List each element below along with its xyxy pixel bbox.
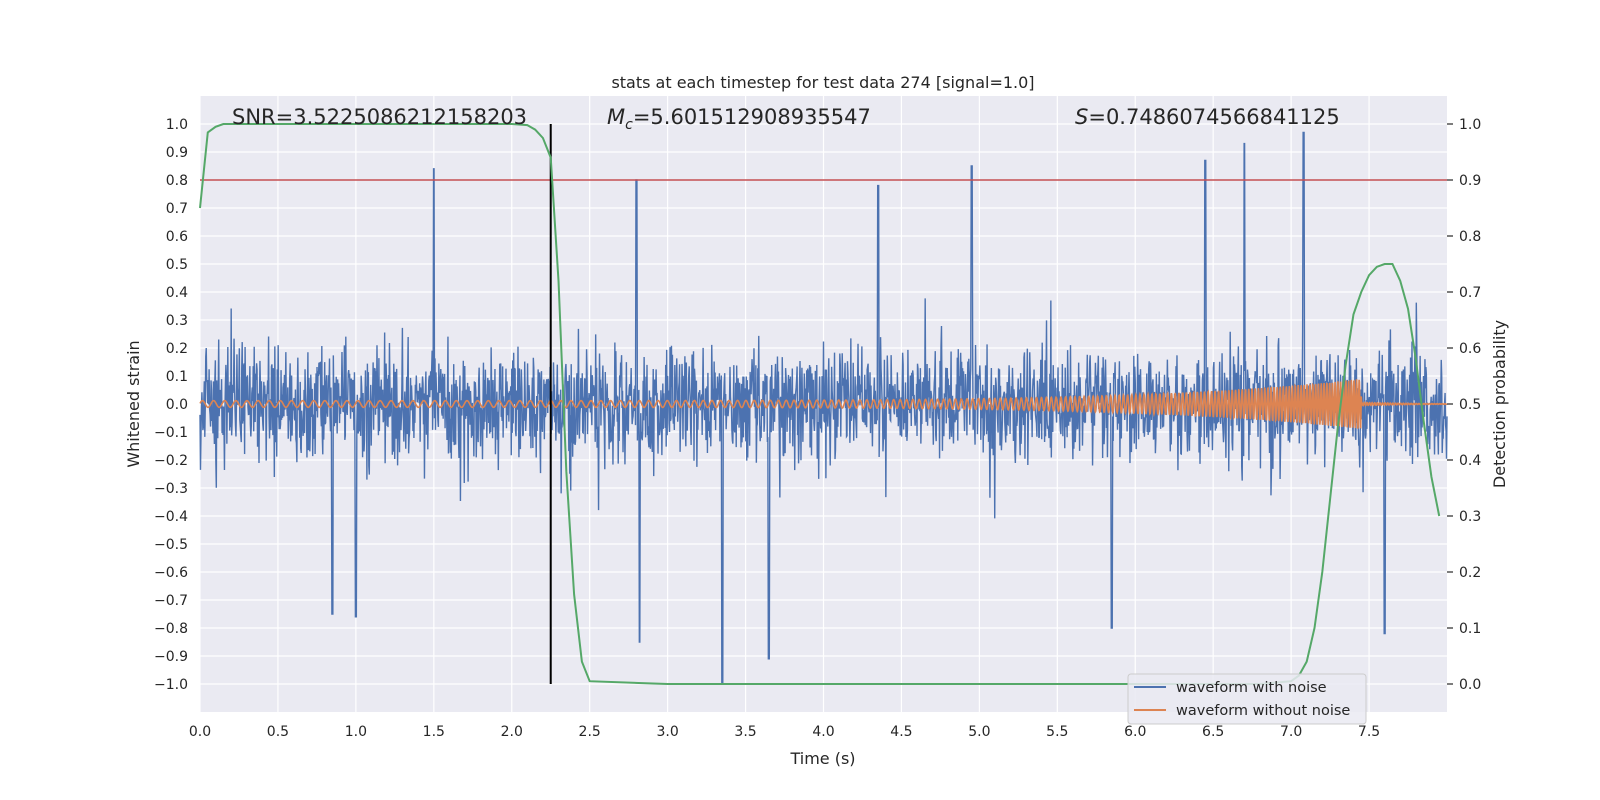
y-right-tick-label: 0.6 (1459, 341, 1481, 357)
y-left-tick-label: −0.5 (154, 537, 188, 553)
x-tick-label: 6.5 (1202, 724, 1224, 740)
y-left-tick-label: −1.0 (154, 677, 188, 693)
y-left-tick-label: 0.7 (166, 201, 188, 217)
x-tick-label: 2.5 (579, 724, 601, 740)
y-left-tick-label: 0.8 (166, 173, 188, 189)
y-left-tick-label: 0.6 (166, 229, 188, 245)
x-tick-label: 7.0 (1280, 724, 1302, 740)
y-right-tick-label: 0.8 (1459, 229, 1481, 245)
y-left-tick-label: −0.4 (154, 509, 188, 525)
x-tick-label: 2.0 (501, 724, 523, 740)
y-right-tick-label: 1.0 (1459, 117, 1481, 133)
y-left-tick-label: −0.1 (154, 425, 188, 441)
series-waveform-without-noise (199, 379, 1448, 429)
y-left-axis-label: Whitened strain (124, 340, 143, 467)
y-left-tick-label: 0.2 (166, 341, 188, 357)
y-left-tick-label: −0.6 (154, 565, 188, 581)
y-left-tick-labels: 1.0 0.9 0.8 0.7 0.6 0.5 0.4 0.3 0.2 0.1 0.0 −0.1 −0.… (154, 117, 188, 693)
x-tick-labels: 0.0 0.5 1.0 1.5 2.0 2.5 3.0 3.5 4.0 4.5 5.0 5.5 6.0 6… (189, 724, 1380, 740)
x-tick-label: 5.5 (1046, 724, 1068, 740)
x-tick-label: 4.0 (812, 724, 834, 740)
y-left-tick-label: 0.4 (166, 285, 188, 301)
y-left-tick-label: 0.9 (166, 145, 188, 161)
s-annotation: S=0.7486074566841125 (1075, 105, 1340, 129)
y-right-tick-label: 0.0 (1459, 677, 1481, 693)
x-tick-label: 1.0 (345, 724, 367, 740)
x-axis-label: Time (s) (789, 749, 855, 768)
y-left-tick-label: −0.7 (154, 593, 188, 609)
y-left-tick-label: 0.1 (166, 369, 188, 385)
y-left-tick-label: −0.9 (154, 649, 188, 665)
legend-label-clean: waveform without noise (1176, 703, 1350, 719)
chart-title: stats at each timestep for test data 274… (611, 73, 1034, 92)
legend: waveform with noise waveform without noi… (1127, 673, 1367, 725)
x-tick-label: 5.0 (968, 724, 990, 740)
y-right-axis-label: Detection probability (1490, 320, 1509, 488)
y-left-tick-label: 0.0 (166, 397, 188, 413)
legend-box (1127, 673, 1367, 725)
y-right-tick-label: 0.9 (1459, 173, 1481, 189)
x-tick-label: 0.0 (189, 724, 211, 740)
y-left-tick-label: −0.8 (154, 621, 188, 637)
x-tick-label: 3.5 (734, 724, 756, 740)
y-left-tick-label: 0.5 (166, 257, 188, 273)
y-right-tick-label: 0.3 (1459, 509, 1481, 525)
y-right-tick-label: 0.4 (1459, 453, 1481, 469)
y-right-tick-label: 0.2 (1459, 565, 1481, 581)
legend-label-noise: waveform with noise (1176, 680, 1327, 696)
chirp-mass-annotation: Mc=5.601512908935547 (607, 105, 871, 133)
y-left-tick-label: 0.3 (166, 313, 188, 329)
x-tick-label: 7.5 (1358, 724, 1380, 740)
y-left-tick-label: −0.3 (154, 481, 188, 497)
clean-trace (199, 379, 1448, 429)
x-tick-label: 4.5 (890, 724, 912, 740)
snr-annotation: SNR=3.5225086212158203 (232, 105, 527, 129)
y-right-tick-label: 0.7 (1459, 285, 1481, 301)
y-right-tick-label: 0.1 (1459, 621, 1481, 637)
x-tick-label: 6.0 (1124, 724, 1146, 740)
x-tick-label: 3.0 (656, 724, 678, 740)
series-waveform-with-noise (199, 131, 1448, 685)
x-tick-label: 1.5 (423, 724, 445, 740)
y-left-tick-label: 1.0 (166, 117, 188, 133)
y-right-tick-label: 0.5 (1459, 397, 1481, 413)
noise-trace (199, 131, 1448, 685)
y-right-tick-labels: 1.0 0.9 0.8 0.7 0.6 0.5 0.4 0.3 0.2 0.1 0.0 (1447, 117, 1481, 693)
x-tick-label: 0.5 (267, 724, 289, 740)
y-left-tick-label: −0.2 (154, 453, 188, 469)
